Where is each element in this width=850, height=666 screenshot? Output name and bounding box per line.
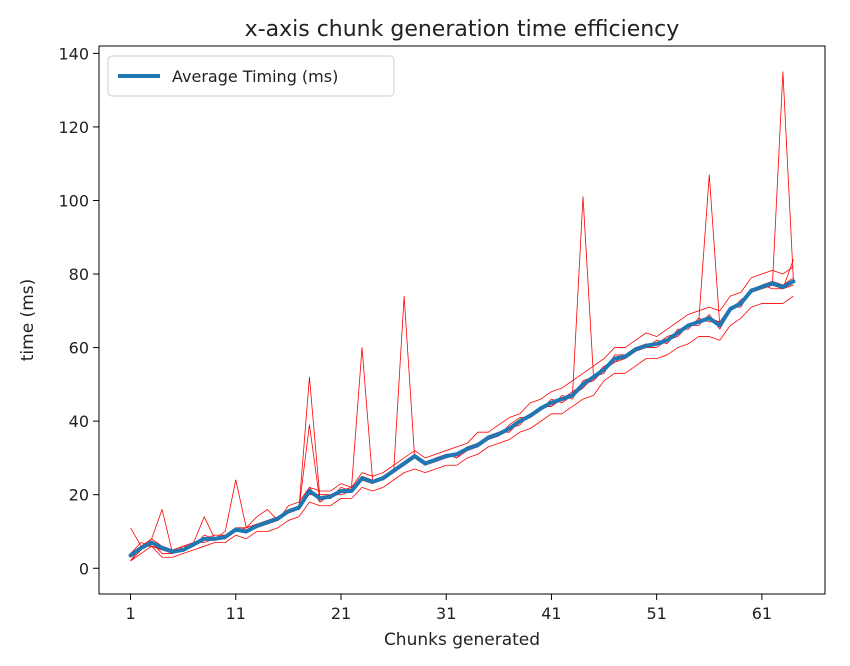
x-tick-label: 21 (331, 604, 351, 623)
y-tick-label: 20 (69, 486, 89, 505)
average-timing-line (128, 279, 796, 558)
x-tick-label: 1 (125, 604, 135, 623)
run-line-7 (130, 266, 794, 554)
x-tick-label: 11 (226, 604, 246, 623)
x-axis-label: Chunks generated (384, 630, 540, 650)
y-tick-label: 80 (69, 265, 89, 284)
y-axis: 0 20 40 60 80 100 120 140 (58, 44, 99, 578)
y-tick-label: 0 (79, 559, 89, 578)
y-axis-label: time (ms) (18, 279, 38, 362)
x-tick-label: 31 (436, 604, 456, 623)
y-tick-label: 40 (69, 412, 89, 431)
legend-box (107, 55, 395, 97)
y-tick-label: 120 (58, 118, 89, 137)
x-tick-label: 41 (541, 604, 561, 623)
x-tick-label: 51 (646, 604, 666, 623)
y-tick-label: 100 (58, 191, 89, 210)
legend: Average Timing (ms) (107, 55, 395, 97)
x-tick-label: 61 (752, 604, 772, 623)
legend-label: Average Timing (ms) (172, 67, 338, 86)
chart-title: x-axis chunk generation time efficiency (245, 17, 680, 42)
y-tick-label: 140 (58, 44, 89, 63)
x-axis: 1 11 21 31 41 51 61 (125, 594, 772, 623)
y-tick-label: 60 (69, 339, 89, 358)
average-line-layer (128, 279, 796, 558)
run-line-8 (130, 295, 794, 562)
plot-frame (98, 45, 826, 595)
